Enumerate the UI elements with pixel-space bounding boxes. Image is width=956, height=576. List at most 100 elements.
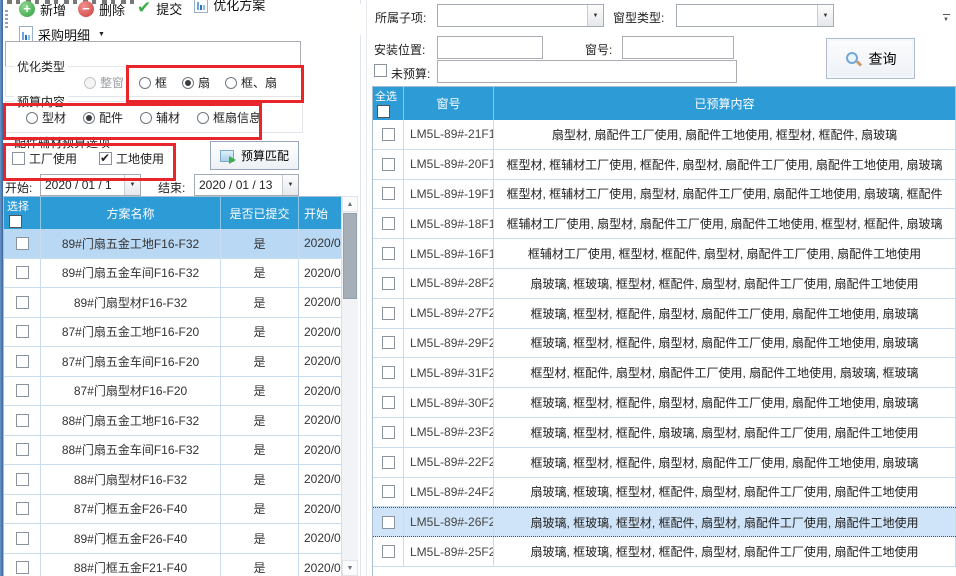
table-row[interactable]: 87#门扇型材F16-F20 是 2020/0 (4, 376, 357, 406)
delete-button[interactable]: 删除 (73, 0, 130, 22)
row-checkbox[interactable] (15, 531, 29, 545)
row-checkbox[interactable] (381, 545, 395, 559)
row-select-cell[interactable] (373, 328, 404, 358)
row-checkbox[interactable] (381, 515, 395, 529)
table-row[interactable]: LM5L-89#-18F16 框辅材工厂使用, 扇型材, 扇配件工厂使用, 扇配件… (373, 209, 956, 240)
table-row[interactable]: 89#门扇五金工地F16-F32 是 2020/0 (4, 229, 357, 259)
row-select-cell[interactable] (373, 388, 404, 417)
plan-table-scrollbar[interactable] (341, 196, 358, 576)
end-date-picker[interactable]: 2020 / 01 / 13 (194, 174, 299, 196)
row-checkbox[interactable] (381, 485, 395, 499)
window-select-all-checkbox[interactable] (377, 105, 390, 118)
table-row[interactable]: 88#门扇五金工地F16-F32 是 2020/0 (4, 406, 357, 436)
table-row[interactable]: 89#门扇型材F16-F32 是 2020/0 (4, 288, 357, 318)
row-select-cell[interactable] (373, 209, 404, 239)
end-date-dropdown-icon[interactable] (282, 175, 298, 195)
row-checkbox[interactable] (381, 366, 395, 380)
radio-option-扇[interactable]: 扇 (182, 74, 210, 91)
radio-unchecked-icon[interactable] (197, 111, 210, 124)
row-checkbox[interactable] (15, 502, 29, 516)
budget-match-button[interactable]: 预算匹配 (210, 141, 299, 170)
scroll-down-icon[interactable] (342, 560, 358, 576)
radio-option-整窗[interactable]: 整窗 (84, 74, 124, 91)
radio-unchecked-icon[interactable] (84, 76, 96, 89)
row-select-cell[interactable] (4, 347, 41, 376)
row-checkbox[interactable] (381, 396, 395, 410)
radio-option-配件[interactable]: 配件 (83, 109, 123, 126)
toolbar-overflow-button[interactable] (939, 7, 953, 27)
radio-unchecked-icon[interactable] (225, 76, 238, 89)
row-checkbox[interactable] (15, 472, 29, 486)
row-select-cell[interactable] (4, 435, 41, 464)
radio-unchecked-icon[interactable] (139, 76, 152, 89)
checkbox-option-工厂使用[interactable]: 工厂使用 (12, 150, 77, 167)
radio-option-框扇信息[interactable]: 框扇信息 (197, 109, 261, 126)
row-checkbox[interactable] (15, 413, 29, 427)
row-select-cell[interactable] (373, 239, 404, 268)
submit-button[interactable]: 提交 (132, 0, 187, 21)
row-select-cell[interactable] (4, 229, 41, 258)
window-type-combobox[interactable] (676, 4, 834, 27)
row-checkbox[interactable] (15, 354, 29, 368)
row-select-cell[interactable] (373, 149, 404, 179)
plan-header-submitted[interactable]: 是否已提交 (221, 197, 299, 229)
radio-option-型材[interactable]: 型材 (26, 109, 66, 126)
scroll-thumb[interactable] (343, 213, 357, 299)
row-checkbox[interactable] (15, 561, 29, 575)
row-checkbox[interactable] (15, 443, 29, 457)
query-button[interactable]: 查询 (826, 38, 915, 79)
table-row[interactable]: 87#门扇五金工地F16-F20 是 2020/0 (4, 317, 357, 347)
row-checkbox[interactable] (381, 425, 395, 439)
table-row[interactable]: LM5L-89#-30F28 框玻璃, 框型材, 框配件, 扇型材, 扇配件工厂使… (373, 388, 956, 418)
row-select-cell[interactable] (373, 298, 404, 328)
row-checkbox[interactable] (15, 295, 29, 309)
sub-item-combobox[interactable] (437, 4, 604, 27)
plan-header-name[interactable]: 方案名称 (41, 197, 221, 229)
row-checkbox[interactable] (381, 336, 395, 350)
table-row[interactable]: LM5L-89#-16F15 框辅材工厂使用, 框型材, 框配件, 扇型材, 扇配… (373, 239, 956, 269)
row-select-cell[interactable] (373, 268, 404, 298)
row-select-cell[interactable] (4, 376, 41, 405)
start-date-dropdown-icon[interactable] (124, 175, 140, 195)
radio-option-辅材[interactable]: 辅材 (140, 109, 180, 126)
radio-unchecked-icon[interactable] (140, 111, 153, 124)
row-checkbox[interactable] (381, 455, 395, 469)
sub-item-dropdown-icon[interactable] (587, 5, 603, 26)
start-date-picker[interactable]: 2020 / 01 / 1 (40, 174, 141, 196)
radio-checked-icon[interactable] (83, 111, 96, 124)
row-checkbox[interactable] (381, 276, 395, 290)
install-position-input[interactable] (437, 36, 543, 59)
optimize-plan-button[interactable]: 优化方案 (189, 0, 270, 17)
row-checkbox[interactable] (15, 384, 29, 398)
row-checkbox[interactable] (381, 127, 395, 141)
add-button[interactable]: 新增 (14, 0, 71, 22)
row-select-cell[interactable] (4, 494, 41, 523)
row-checkbox[interactable] (381, 157, 395, 171)
table-row[interactable]: LM5L-89#-29F27 框玻璃, 框型材, 框配件, 扇型材, 扇配件工厂使… (373, 328, 956, 359)
checkbox-option-工地使用[interactable]: 工地使用 (99, 150, 164, 167)
row-checkbox[interactable] (15, 236, 29, 250)
scroll-up-icon[interactable] (342, 196, 358, 212)
row-select-cell[interactable] (4, 553, 41, 576)
row-select-cell[interactable] (4, 406, 41, 435)
unbudgeted-checkbox[interactable] (374, 64, 387, 77)
row-checkbox[interactable] (15, 266, 29, 280)
table-row[interactable]: 87#门框五金F26-F40 是 2020/0 (4, 494, 357, 524)
radio-unchecked-icon[interactable] (26, 111, 38, 124)
row-checkbox[interactable] (381, 306, 395, 320)
table-row[interactable]: 88#门扇五金车间F16-F32 是 2020/0 (4, 435, 357, 465)
plan-select-all-checkbox[interactable] (9, 215, 22, 228)
table-row[interactable]: LM5L-89#-25F23 扇玻璃, 框玻璃, 框型材, 框配件, 扇型材, 扇… (373, 537, 956, 567)
row-select-cell[interactable] (4, 288, 41, 317)
row-select-cell[interactable] (4, 465, 41, 494)
row-select-cell[interactable] (373, 447, 404, 477)
table-row[interactable]: 89#门扇五金车间F16-F32 是 2020/0 (4, 258, 357, 288)
row-select-cell[interactable] (373, 508, 404, 537)
table-row[interactable]: 88#门扇型材F16-F32 是 2020/0 (4, 465, 357, 495)
table-row[interactable]: 88#门框五金F21-F40 是 2020/0 (4, 553, 357, 576)
table-row[interactable]: LM5L-89#-27F25 框玻璃, 框型材, 框配件, 扇型材, 扇配件工厂使… (373, 298, 956, 329)
row-select-cell[interactable] (4, 524, 41, 553)
table-row[interactable]: 89#门框五金F26-F40 是 2020/0 (4, 524, 357, 554)
row-checkbox[interactable] (381, 247, 395, 261)
table-row[interactable]: LM5L-89#-21F19 扇型材, 扇配件工厂使用, 扇配件工地使用, 框型材… (373, 120, 956, 150)
